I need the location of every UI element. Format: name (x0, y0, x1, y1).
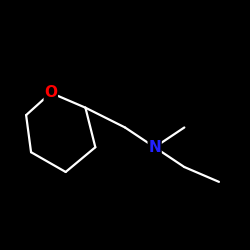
Text: O: O (44, 85, 57, 100)
Text: N: N (148, 140, 161, 155)
